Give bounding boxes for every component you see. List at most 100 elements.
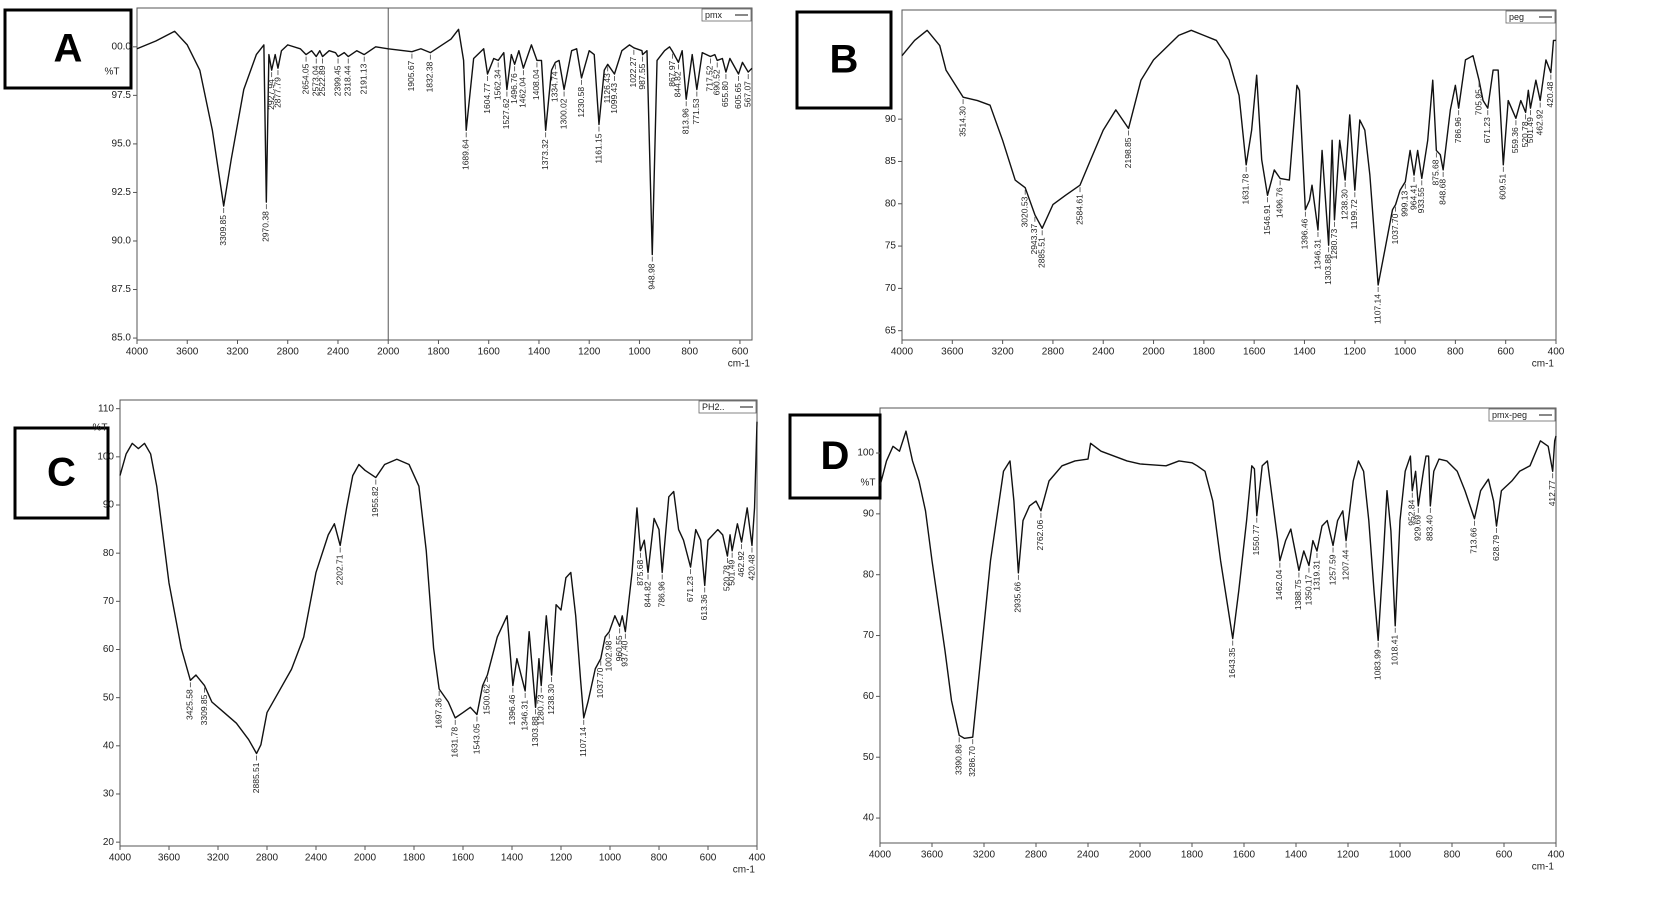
peak-label: 1238.30 (546, 684, 556, 715)
peak-label: 1346.31 (519, 700, 529, 731)
peak-label: 655.80 (720, 81, 730, 107)
x-tick-label: 1000 (1389, 850, 1412, 861)
peak-label: 786.96 (1453, 117, 1463, 143)
peak-label: 1126.43 (602, 73, 612, 103)
x-tick-label: 3600 (941, 347, 964, 358)
peak-label: 2935.66 (1013, 582, 1023, 613)
y-tick-label: 75 (885, 241, 897, 252)
peak-label: 1334.74 (550, 71, 560, 102)
x-tick-label: 2800 (1042, 347, 1065, 358)
peak-label: 1083.99 (1372, 649, 1382, 680)
peak-label: 671.23 (1482, 117, 1492, 143)
panel-label: B (830, 38, 859, 82)
panel-label: D (821, 434, 850, 478)
peak-label: 613.36 (699, 594, 709, 620)
peak-label: 671.23 (685, 576, 695, 602)
spectrum-line (119, 421, 758, 755)
x-tick-label: 800 (1444, 850, 1461, 861)
y-axis-label: %T (861, 478, 876, 489)
x-axis-label: cm-1 (1532, 359, 1555, 370)
y-axis-label: %T (93, 423, 108, 434)
peak-label: 771.53 (691, 98, 701, 124)
y-tick-label: 60 (863, 691, 875, 702)
x-tick-label: 600 (700, 853, 717, 864)
x-axis-label: cm-1 (733, 865, 756, 876)
spectrum-line (136, 28, 753, 256)
peak-label: 3020.53 (1019, 196, 1029, 227)
x-tick-label: 3600 (921, 850, 944, 861)
panel-label-box (788, 413, 882, 500)
x-tick-label: 600 (1497, 347, 1514, 358)
x-axis-label: cm-1 (1532, 862, 1555, 873)
peak-label: 1280.73 (535, 694, 545, 725)
y-tick-label: 80 (863, 569, 875, 580)
peak-label: 1562.34 (492, 69, 502, 100)
peak-label: 1107.14 (1372, 294, 1382, 324)
panel-label-box (795, 10, 893, 110)
peak-label: 3390.86 (953, 744, 963, 775)
peak-label: 713.66 (1469, 527, 1479, 553)
peak-label: 1280.73 (1329, 229, 1339, 260)
y-tick-label: 87.5 (112, 284, 132, 295)
peak-label: 844.82 (673, 71, 683, 97)
peak-label: 999.13 (1400, 191, 1410, 217)
peak-label: 420.48 (1545, 81, 1555, 107)
peak-label: 690.52 (711, 69, 721, 95)
peak-label: 2970.38 (261, 211, 271, 242)
peak-label: 3309.85 (199, 694, 209, 725)
peak-label: 1022.27 (628, 57, 638, 88)
x-tick-label: 3200 (991, 347, 1014, 358)
peak-label: 1207.44 (1340, 549, 1350, 580)
x-tick-label: 1600 (478, 347, 501, 358)
x-tick-label: 3200 (973, 850, 996, 861)
legend-label: pmx (705, 10, 723, 20)
peak-label: 1300.02 (558, 98, 568, 129)
peak-label: 1388.75 (1293, 579, 1303, 610)
y-tick-label: 50 (103, 692, 115, 703)
peak-label: 1955.82 (370, 486, 380, 517)
x-tick-label: 1000 (1394, 347, 1417, 358)
y-tick-label: 70 (103, 596, 115, 607)
legend-label: PH2.. (702, 402, 725, 412)
peak-label: 1303.88 (530, 716, 540, 747)
x-tick-label: 2400 (305, 853, 328, 864)
x-tick-label: 800 (681, 347, 698, 358)
x-tick-label: 800 (1447, 347, 1464, 358)
plot-frame (119, 399, 758, 847)
peak-label: 2654.05 (300, 63, 310, 94)
peak-label: 501.49 (726, 560, 736, 586)
peak-label: 1257.59 (1327, 554, 1337, 585)
panel-label-box (3, 8, 133, 90)
peak-label: 1037.70 (1390, 213, 1400, 244)
peak-label: 1462.04 (1274, 569, 1284, 600)
peak-label: 1037.70 (595, 667, 605, 698)
peak-label: 2762.06 (1035, 520, 1045, 551)
peak-label: 1396.46 (1300, 218, 1310, 249)
peak-label: 1238.30 (1339, 189, 1349, 220)
x-tick-label: 3200 (226, 347, 249, 358)
spectrum-line (879, 430, 1557, 740)
x-tick-label: 1000 (599, 853, 622, 864)
x-tick-label: 1000 (628, 347, 651, 358)
y-tick-label: 95.0 (112, 139, 132, 150)
y-tick-label: 30 (103, 789, 115, 800)
peak-label: 2885.51 (251, 762, 261, 793)
peak-label: 844.82 (642, 581, 652, 607)
y-tick-label: 90 (885, 114, 897, 125)
peak-label: 1408.04 (531, 69, 541, 100)
x-tick-label: 1800 (427, 347, 450, 358)
panel-label: A (54, 27, 83, 71)
plot-frame (901, 9, 1557, 341)
peak-label: 1832.38 (425, 61, 435, 92)
peak-label: 1319.31 (1311, 560, 1321, 591)
x-tick-label: 1200 (578, 347, 601, 358)
peak-label: 933.55 (1416, 187, 1426, 213)
y-tick-label: 60 (103, 644, 115, 655)
y-axis-label: %T (105, 67, 120, 78)
y-tick-label: 20 (103, 837, 115, 848)
x-tick-label: 2800 (256, 853, 279, 864)
x-tick-label: 2800 (277, 347, 300, 358)
x-tick-label: 600 (1496, 850, 1513, 861)
